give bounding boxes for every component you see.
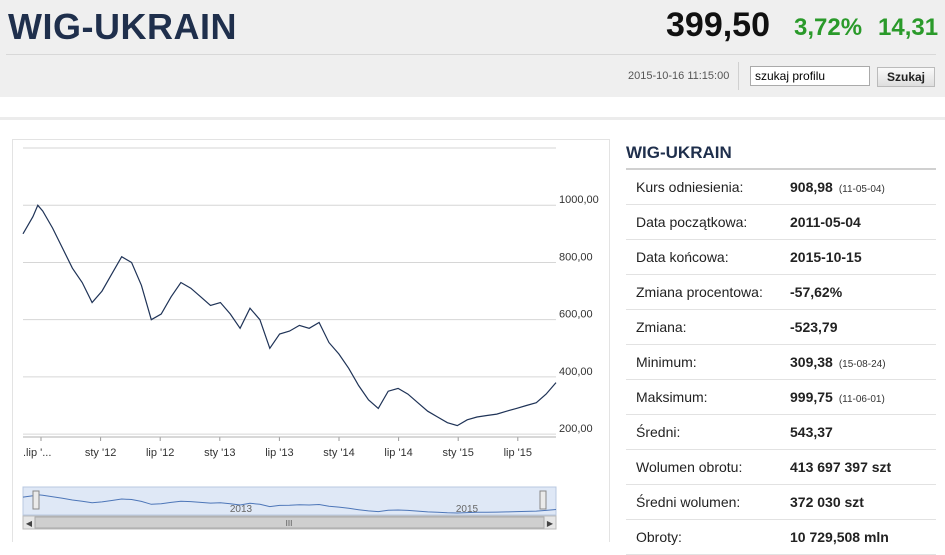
stats-value: 372 030 szt [790, 494, 864, 510]
stats-label: Średni wolumen: [636, 494, 741, 510]
stats-value-date: (11-05-04) [838, 184, 885, 195]
stats-value: 2015-10-15 [790, 249, 862, 265]
stats-title-underline [626, 168, 936, 170]
stats-value-text: -523,79 [790, 319, 838, 335]
stats-row: Wolumen obrotu: 413 697 397 szt [626, 450, 936, 485]
chart-svg: 1000,00 800,00 600,00 400,00 200,00 .lip '..… [22, 147, 599, 530]
stats-label: Obroty: [636, 529, 682, 545]
x-tick-label: lip '14 [384, 447, 412, 459]
stats-label: Kurs odniesienia: [636, 179, 744, 195]
x-tick-label: lip '12 [146, 447, 174, 459]
stats-value-text: 908,98 [790, 179, 833, 195]
change-percent: 3,72% [794, 14, 863, 41]
scroll-right-arrow-icon[interactable]: ▶ [547, 519, 554, 528]
stats-row: Data końcowa: 2015-10-15 [626, 240, 936, 275]
vertical-separator [738, 62, 739, 90]
stats-value: 413 697 397 szt [790, 459, 891, 475]
scroll-left-arrow-icon[interactable]: ◀ [26, 519, 33, 528]
search-button[interactable]: Szukaj [877, 67, 935, 87]
series-line [22, 204, 557, 427]
stats-value-text: 372 030 szt [790, 494, 864, 510]
navigator-line [22, 494, 557, 514]
stats-value-text: 999,75 [790, 389, 833, 405]
y-tick-label: 800,00 [559, 251, 593, 263]
navigator-label-2015: 2015 [456, 504, 479, 515]
stats-row: Kurs odniesienia: 908,98 (11-05-04) [626, 170, 936, 205]
stats-value-text: 2011-05-04 [790, 214, 861, 230]
stats-row: Obroty: 10 729,508 mln [626, 520, 936, 555]
stats-value-text: 10 729,508 mln [790, 529, 889, 545]
scroll-grip-icon[interactable]: III [286, 519, 293, 528]
index-title: WIG-UKRAIN [8, 6, 237, 47]
stats-row: Zmiana procentowa: -57,62% [626, 275, 936, 310]
stats-label: Średni: [636, 424, 681, 440]
stats-value: 999,75 (11-06-01) [790, 389, 885, 405]
stats-value: -523,79 [790, 319, 837, 335]
scrollbar-thumb[interactable] [34, 516, 545, 529]
stats-label: Data końcowa: [636, 249, 729, 265]
stats-table: Kurs odniesienia: 908,98 (11-05-04) Data po… [626, 170, 936, 555]
price-chart: 1000,00 800,00 600,00 400,00 200,00 .lip '..… [12, 139, 610, 542]
x-tick-label: sty '12 [85, 447, 116, 459]
x-tick-label: sty '13 [204, 447, 235, 459]
quote-datetime: 2015-10-16 11:15:00 [628, 70, 730, 82]
stats-value-text: 309,38 [790, 354, 833, 370]
stats-row: Maksimum: 999,75 (11-06-01) [626, 380, 936, 415]
stats-label: Wolumen obrotu: [636, 459, 743, 475]
x-tick-label: lip '13 [265, 447, 293, 459]
x-tick-label: lip '15 [504, 447, 532, 459]
stats-label: Data początkowa: [636, 214, 748, 230]
stats-value-text: 2015-10-15 [790, 249, 862, 265]
y-tick-label: 1000,00 [559, 194, 599, 206]
stats-value: 309,38 (15-08-24) [790, 354, 886, 370]
stats-title: WIG-UKRAIN [626, 143, 732, 162]
stats-value-text: 543,37 [790, 424, 833, 440]
header-divider [6, 54, 936, 55]
navigator-left-handle[interactable] [32, 490, 40, 510]
x-tick-label: sty '14 [323, 447, 354, 459]
section-divider [0, 117, 945, 120]
stats-value: 543,37 [790, 424, 833, 440]
current-price: 399,50 [666, 6, 770, 44]
stats-value: 908,98 (11-05-04) [790, 179, 885, 195]
stats-label: Zmiana: [636, 319, 687, 335]
change-absolute: 14,31 [878, 14, 939, 41]
stats-value-text: 413 697 397 szt [790, 459, 892, 475]
profile-search-input[interactable] [750, 66, 870, 86]
stats-value: 2011-05-04 [790, 214, 861, 230]
stats-row: Minimum: 309,38 (15-08-24) [626, 345, 936, 380]
stats-row: Data początkowa: 2011-05-04 [626, 205, 936, 240]
stats-label: Minimum: [636, 354, 697, 370]
stats-value-text: -57,62% [790, 284, 843, 300]
stats-value: 10 729,508 mln [790, 529, 889, 545]
quote-header: WIG-UKRAIN 399,50 3,72% 14,31 2015-10-16… [0, 0, 945, 97]
stats-label: Zmiana procentowa: [636, 284, 763, 300]
navigator-label-2013: 2013 [230, 504, 253, 515]
x-tick-label: .lip '... [23, 447, 51, 459]
stats-row: Średni wolumen: 372 030 szt [626, 485, 936, 520]
x-tick-label: sty '15 [442, 447, 473, 459]
stats-label: Maksimum: [636, 389, 708, 405]
stats-value-date: (15-08-24) [838, 359, 886, 370]
stats-row: Zmiana: -523,79 [626, 310, 936, 345]
y-tick-label: 200,00 [559, 423, 593, 435]
stats-value-date: (11-06-01) [838, 394, 885, 405]
stats-value: -57,62% [790, 284, 842, 300]
y-tick-label: 600,00 [559, 309, 593, 321]
stats-row: Średni: 543,37 [626, 415, 936, 450]
navigator-right-handle[interactable] [539, 490, 547, 510]
y-tick-label: 400,00 [559, 366, 593, 378]
